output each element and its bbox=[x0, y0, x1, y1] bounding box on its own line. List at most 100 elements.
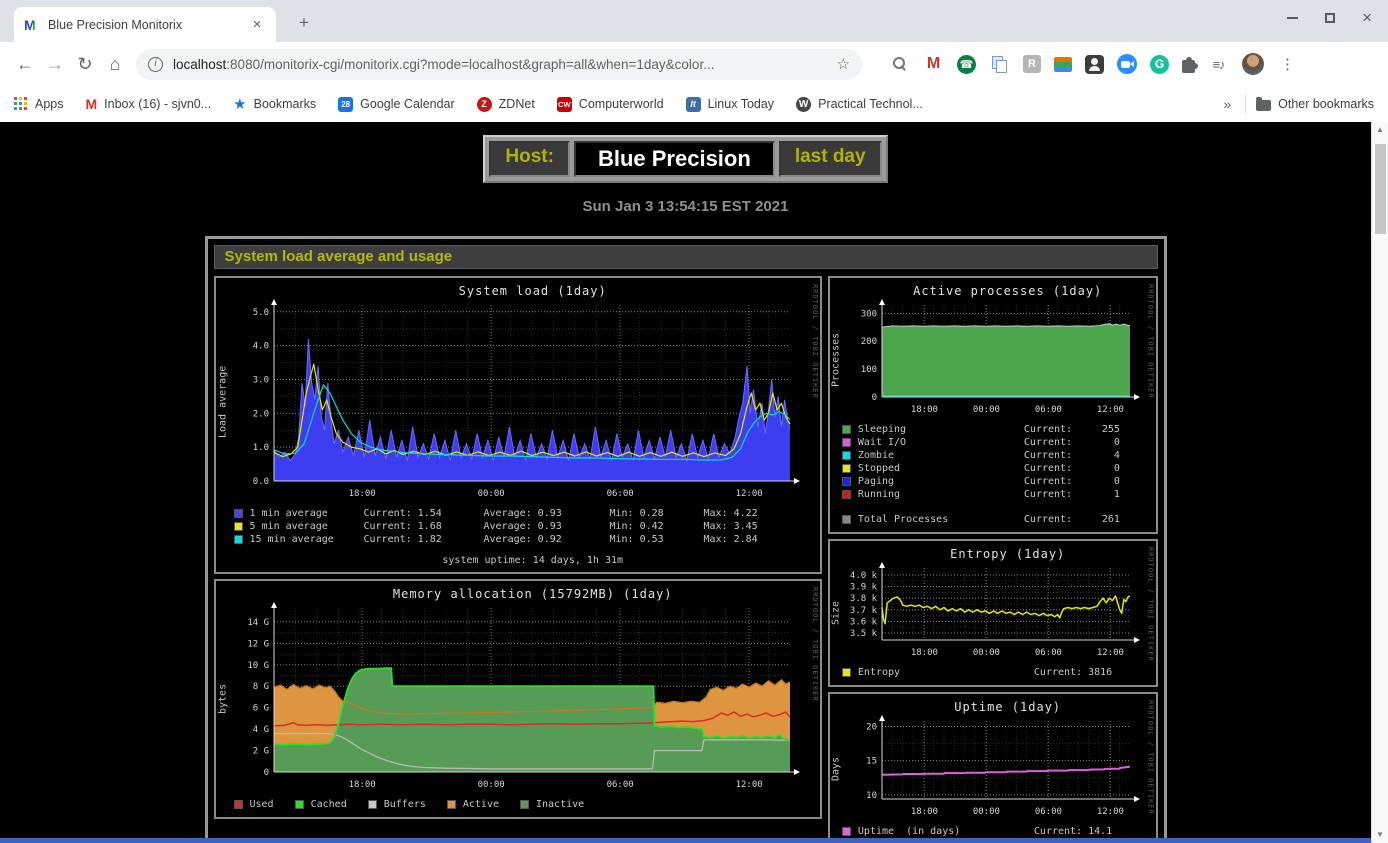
zdnet-icon: Z bbox=[476, 96, 492, 112]
bookmark-item-calendar[interactable]: 28 Google Calendar bbox=[338, 96, 455, 112]
legend-label: Used bbox=[249, 799, 274, 810]
linux-today-icon: lt bbox=[685, 96, 701, 112]
gmail-icon[interactable] bbox=[923, 54, 944, 75]
legend-value: Current: 1.68 bbox=[363, 521, 442, 532]
back-icon[interactable] bbox=[10, 54, 40, 75]
bookmark-label: Google Calendar bbox=[360, 97, 455, 111]
svg-text:12:00: 12:00 bbox=[735, 489, 762, 499]
system-load-panel: System load (1day) Load average 18:00 00:… bbox=[213, 276, 822, 574]
maximize-icon[interactable] bbox=[1325, 13, 1336, 23]
legend-row: Running Current: 1 bbox=[841, 488, 1156, 501]
books-icon[interactable] bbox=[1054, 56, 1072, 72]
legend-swatch-icon bbox=[841, 668, 851, 677]
svg-text:1.0: 1.0 bbox=[252, 443, 268, 453]
bookmarks-overflow-icon[interactable] bbox=[1223, 96, 1231, 112]
legend-label: Entropy bbox=[857, 667, 901, 678]
svg-text:18:00: 18:00 bbox=[911, 648, 938, 658]
bookmark-item-computerworld[interactable]: CW Computerworld bbox=[556, 96, 664, 112]
divider bbox=[1245, 95, 1247, 113]
scroll-down-icon[interactable] bbox=[1372, 827, 1388, 843]
site-info-icon[interactable] bbox=[148, 56, 163, 72]
avatar[interactable] bbox=[1242, 53, 1264, 75]
legend-value: Max: 4.22 bbox=[703, 508, 758, 519]
scroll-up-icon[interactable] bbox=[1372, 122, 1388, 138]
bookmark-star-icon[interactable] bbox=[837, 55, 850, 73]
legend-swatch-icon bbox=[233, 800, 243, 809]
search-icon[interactable] bbox=[889, 54, 910, 75]
uptime-graph[interactable]: 18:00 00:00 06:00 12:00 10 15 20 bbox=[842, 715, 1142, 823]
contact-keeper-icon[interactable] bbox=[1085, 54, 1104, 74]
legend-label: 1 min average bbox=[249, 508, 328, 519]
svg-text:200: 200 bbox=[861, 337, 877, 347]
svg-text:100: 100 bbox=[861, 365, 877, 375]
legend-label: Active bbox=[462, 799, 499, 810]
legend-row: Uptime (in days) Current: 14.1 bbox=[841, 825, 1156, 838]
url-path: :8080/monitorix-cgi/monitorix.cgi?mode=l… bbox=[226, 56, 715, 72]
bookmark-item-linux-today[interactable]: lt Linux Today bbox=[685, 96, 774, 112]
playlist-icon[interactable] bbox=[1208, 54, 1229, 75]
legend-value: 0 bbox=[1113, 476, 1120, 487]
bookmark-item-bookmarks[interactable]: Bookmarks bbox=[233, 95, 317, 113]
extensions-puzzle-icon[interactable] bbox=[1182, 56, 1198, 73]
window-controls bbox=[1287, 12, 1372, 24]
legend-row: Entropy Current: 3816 bbox=[841, 666, 1156, 679]
legend-swatch-icon bbox=[841, 490, 851, 499]
grammarly-icon[interactable] bbox=[1150, 54, 1169, 74]
svg-text:12:00: 12:00 bbox=[1097, 648, 1124, 658]
reader-icon[interactable] bbox=[1023, 55, 1041, 73]
browser-tab[interactable]: Blue Precision Monitorix bbox=[14, 7, 276, 42]
active-processes-graph[interactable]: 18:00 00:00 06:00 12:00 0 100 200 300 bbox=[842, 299, 1142, 421]
svg-text:10: 10 bbox=[866, 791, 877, 801]
legend-swatch-icon bbox=[841, 451, 851, 460]
legend-row: Zombie Current: 4 bbox=[841, 449, 1156, 462]
bookmark-item-apps[interactable]: Apps bbox=[14, 97, 64, 111]
bookmark-item-practical-tech[interactable]: W Practical Technol... bbox=[796, 96, 923, 112]
legend-row: Sleeping Current: 255 bbox=[841, 423, 1156, 436]
svg-text:06:00: 06:00 bbox=[606, 489, 633, 499]
zoom-camera-icon[interactable] bbox=[1117, 54, 1137, 74]
window-bottom-edge bbox=[0, 838, 1371, 843]
svg-text:0: 0 bbox=[263, 768, 268, 778]
svg-text:00:00: 00:00 bbox=[973, 807, 1000, 817]
bookmark-item-zdnet[interactable]: Z ZDNet bbox=[476, 96, 535, 112]
memory-allocation-graph[interactable]: 18:00 00:00 06:00 12:00 0 2 G 4 G 6 G 8 G 10 G 12 … bbox=[230, 602, 804, 796]
system-load-section: System load average and usage System loa… bbox=[204, 236, 1167, 843]
legend-value: 0 bbox=[1113, 437, 1120, 448]
legend-row: Wait I/O Current: 0 bbox=[841, 436, 1156, 449]
tab-close-icon[interactable] bbox=[248, 16, 266, 33]
legend-label: Running bbox=[857, 489, 901, 500]
home-icon[interactable] bbox=[100, 54, 130, 75]
scrollbar-thumb[interactable] bbox=[1375, 144, 1386, 234]
legend-swatch-icon bbox=[233, 522, 243, 531]
copy-pages-icon[interactable] bbox=[989, 54, 1010, 75]
legend-label: Stopped bbox=[857, 463, 901, 474]
legend-row: Used bbox=[233, 798, 274, 811]
url-text[interactable]: localhost:8080/monitorix-cgi/monitorix.c… bbox=[173, 57, 837, 72]
y-axis-label: Processes bbox=[830, 332, 842, 388]
svg-text:15: 15 bbox=[866, 757, 877, 767]
page-viewport: Host: Blue Precision last day Sun Jan 3 … bbox=[0, 122, 1388, 843]
rrdtool-credit: RRDTOOL / TOBI OETIKER bbox=[1146, 547, 1155, 662]
close-icon[interactable] bbox=[1362, 12, 1372, 24]
legend-value: Min: 0.42 bbox=[609, 521, 664, 532]
chart-legend: 1 min average Current: 1.54 Average: 0.93 M… bbox=[216, 507, 820, 546]
legend-value: Average: 0.93 bbox=[483, 521, 562, 532]
bookmark-item-inbox[interactable]: Inbox (16) - sjvn0... bbox=[86, 96, 211, 112]
legend-row: Paging Current: 0 bbox=[841, 475, 1156, 488]
system-load-graph[interactable]: 18:00 00:00 06:00 12:00 0.0 1.0 2.0 3.0 4.0 5.0 bbox=[230, 299, 804, 505]
legend-value: Current: bbox=[1023, 463, 1073, 474]
svg-text:00:00: 00:00 bbox=[477, 780, 504, 790]
svg-text:06:00: 06:00 bbox=[606, 780, 633, 790]
menu-dots-icon[interactable] bbox=[1277, 54, 1298, 75]
new-tab-button[interactable] bbox=[292, 13, 316, 33]
minimize-icon[interactable] bbox=[1287, 17, 1299, 19]
reload-icon[interactable] bbox=[70, 54, 100, 75]
hangouts-icon[interactable] bbox=[957, 54, 976, 74]
forward-icon[interactable] bbox=[40, 54, 70, 75]
other-bookmarks-button[interactable]: Other bookmarks bbox=[1256, 96, 1374, 111]
time-range-label[interactable]: last day bbox=[778, 141, 882, 177]
page-scrollbar[interactable] bbox=[1371, 122, 1388, 843]
entropy-graph[interactable]: 18:00 00:00 06:00 12:00 3.5 k 3.6 k3.7 k 3.8 k… bbox=[842, 562, 1142, 664]
address-bar[interactable]: localhost:8080/monitorix-cgi/monitorix.c… bbox=[136, 48, 862, 80]
